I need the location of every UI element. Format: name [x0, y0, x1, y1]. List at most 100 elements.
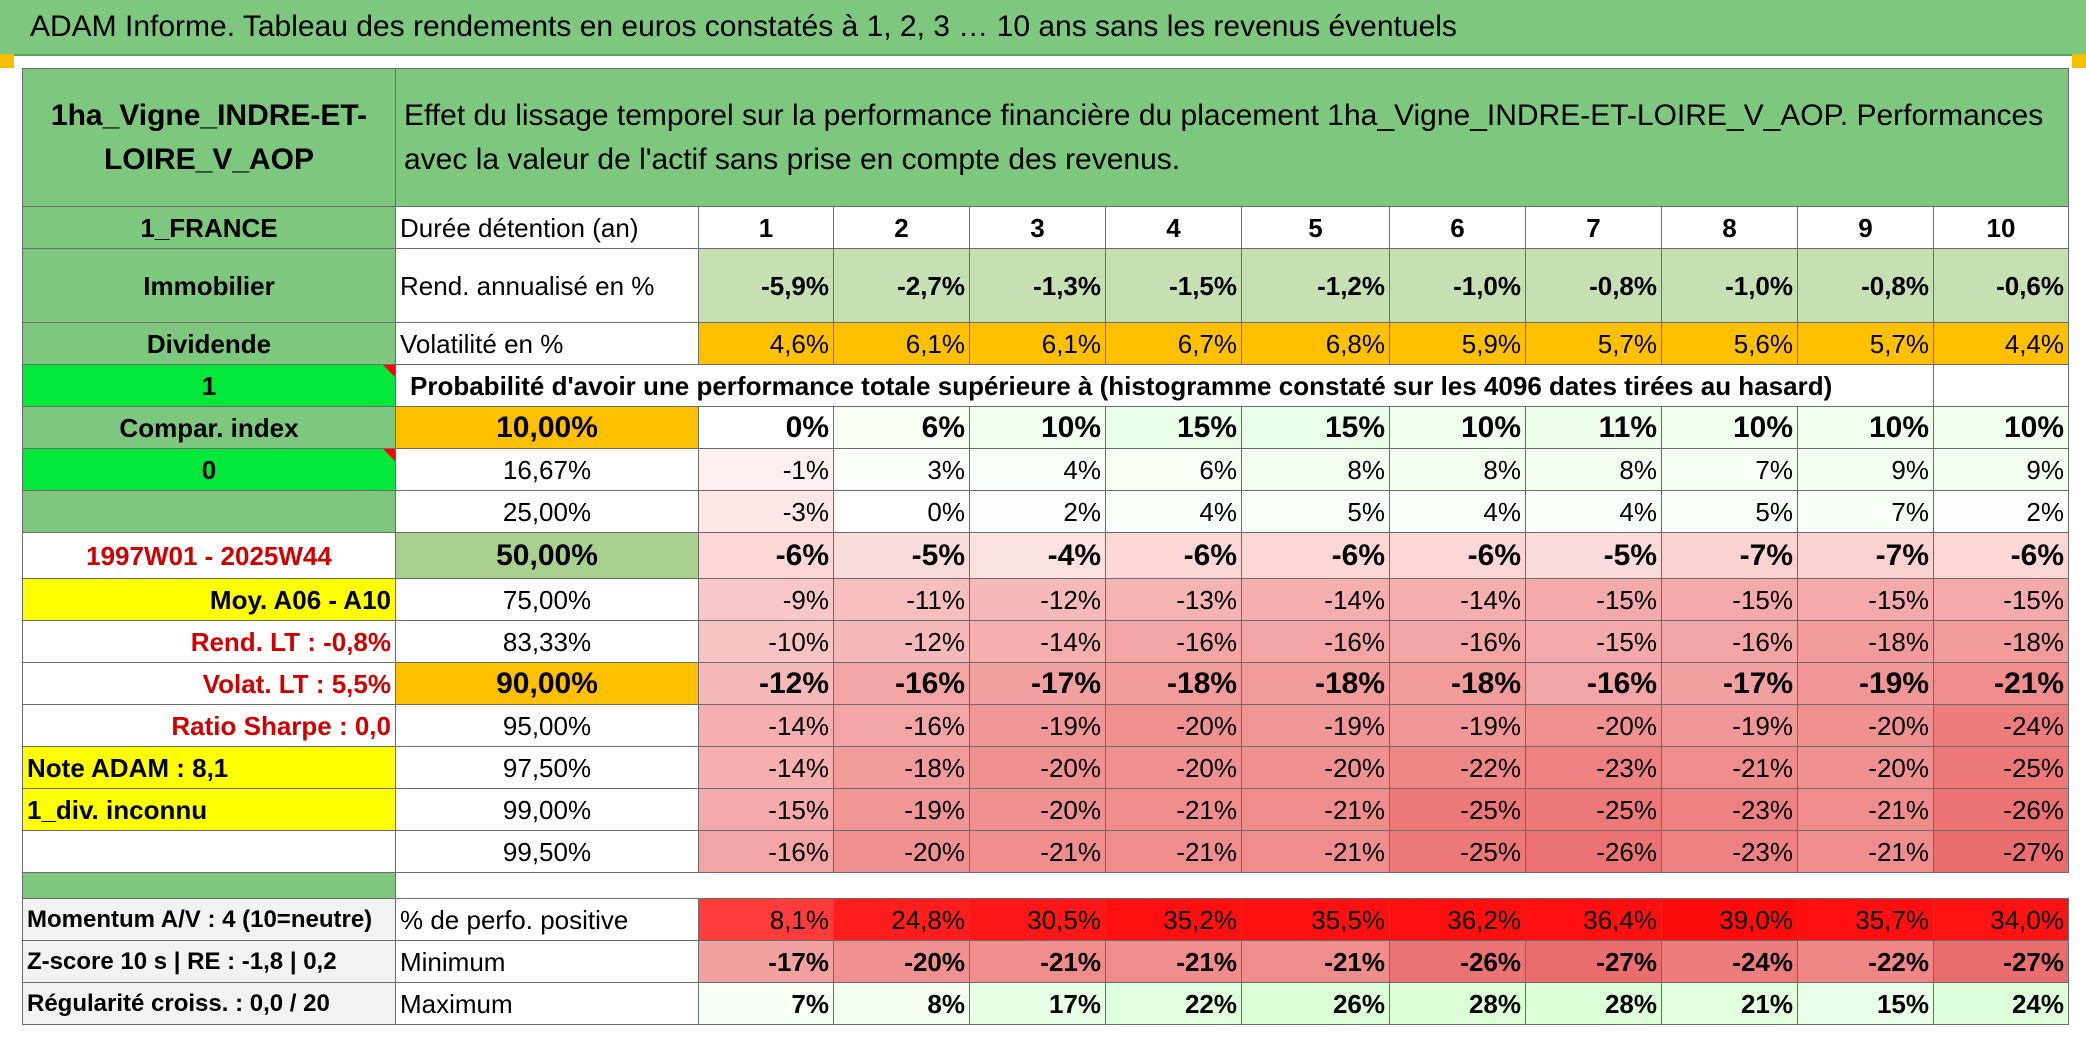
spacer-green [22, 872, 396, 899]
percentile-value: -16% [1661, 620, 1798, 663]
percentile-value: -6% [1105, 532, 1242, 579]
percentile-value: -11% [833, 578, 970, 621]
rend-value: -1,3% [969, 248, 1106, 323]
year-header: 3 [969, 206, 1106, 249]
rend-value: -0,8% [1797, 248, 1934, 323]
positive-value: 30,5% [969, 898, 1106, 941]
percentile-value: -5% [1525, 532, 1662, 579]
vol-value: 6,1% [969, 322, 1106, 365]
positive-value: 8,1% [698, 898, 834, 941]
positive-value: 35,7% [1797, 898, 1934, 941]
percentile-value: -20% [1797, 704, 1934, 747]
percentile-value: -20% [1797, 746, 1934, 789]
percentile-value: -20% [1525, 704, 1662, 747]
percentile-value: -26% [1525, 830, 1662, 873]
percentile-value: -19% [1389, 704, 1526, 747]
percentile-value: -17% [969, 662, 1106, 705]
category: Immobilier [22, 248, 396, 323]
percentile-value: 4% [1105, 490, 1242, 533]
rend-row: Immobilier Rend. annualisé en % -5,9% -2,… [22, 248, 2069, 323]
rend-value: -1,0% [1389, 248, 1526, 323]
percentile-value: 4% [1525, 490, 1662, 533]
minimum-value: -21% [1241, 940, 1390, 983]
percentile-value: -19% [1797, 662, 1934, 705]
maximum-value: 21% [1661, 982, 1798, 1025]
year-header: 5 [1241, 206, 1390, 249]
percentile-value: 10% [969, 406, 1106, 449]
percentile-value: -15% [1661, 578, 1798, 621]
percentile-value: -25% [1933, 746, 2069, 789]
vol-label: Volatilité en % [395, 322, 699, 365]
empty-cell [1933, 364, 2069, 407]
percentile-value: -3% [698, 490, 834, 533]
percentile-row: Moy. A06 - A10 75,00% -9% -11% -12% -13% -14% -… [22, 578, 2069, 621]
percentile-value: -15% [1797, 578, 1934, 621]
year-header: 2 [833, 206, 970, 249]
percentile-value: -16% [833, 704, 970, 747]
year-header: 7 [1525, 206, 1662, 249]
percentile-value: -19% [1661, 704, 1798, 747]
percentile-value: 10% [1797, 406, 1934, 449]
flag-zero: 0 [22, 448, 396, 491]
percentile-value: -12% [969, 578, 1106, 621]
asset-name: 1ha_Vigne_INDRE-ET-LOIRE_V_AOP [22, 68, 396, 207]
compar-index: Compar. index [22, 406, 396, 449]
percentile-value: 4% [1389, 490, 1526, 533]
prob-label: Probabilité d'avoir une performance tota… [395, 364, 1934, 407]
percentile-value: -21% [1105, 830, 1242, 873]
percentile-value: -18% [1933, 620, 2069, 663]
percentile-value: -15% [1525, 620, 1662, 663]
percentile-value: -17% [1661, 662, 1798, 705]
percentile-value: 5% [1661, 490, 1798, 533]
minimum-label: Minimum [395, 940, 699, 983]
minimum-value: -21% [969, 940, 1106, 983]
percentile-value: -18% [1389, 662, 1526, 705]
maximum-value: 26% [1241, 982, 1390, 1025]
percentile-value: -13% [1105, 578, 1242, 621]
percentile-value: 6% [1105, 448, 1242, 491]
percentile-value: 9% [1933, 448, 2069, 491]
percentile-value: -23% [1661, 788, 1798, 831]
percentile-value: -6% [698, 532, 834, 579]
rend-value: -5,9% [698, 248, 834, 323]
sharpe: Ratio Sharpe : 0,0 [22, 704, 396, 747]
percentile-value: 7% [1797, 490, 1934, 533]
percentile-value: -19% [833, 788, 970, 831]
percentile-value: -19% [969, 704, 1106, 747]
percentile-value: -16% [1389, 620, 1526, 663]
percentile-value: 0% [833, 490, 970, 533]
percentile-value: 8% [1241, 448, 1390, 491]
percentile-value: 15% [1241, 406, 1390, 449]
percentile-value: 4% [969, 448, 1106, 491]
vol-value: 5,7% [1797, 322, 1934, 365]
percentile-value: -4% [969, 532, 1106, 579]
rend-value: -0,6% [1933, 248, 2069, 323]
percentile-label: 99,50% [395, 830, 699, 873]
percentile-value: -23% [1661, 830, 1798, 873]
percentile-value: -18% [1241, 662, 1390, 705]
maximum-value: 24% [1933, 982, 2069, 1025]
percentile-value: -15% [1525, 578, 1662, 621]
percentile-value: 11% [1525, 406, 1662, 449]
flag-one: 1 [22, 364, 396, 407]
percentile-value: -12% [698, 662, 834, 705]
percentile-label: 99,00% [395, 788, 699, 831]
maximum-value: 28% [1525, 982, 1662, 1025]
maximum-value: 28% [1389, 982, 1526, 1025]
zscore: Z-score 10 s | RE : -1,8 | 0,2 [22, 940, 396, 983]
percentile-label: 97,50% [395, 746, 699, 789]
percentile-value: -15% [698, 788, 834, 831]
percentile-value: -16% [698, 830, 834, 873]
percentile-value: -20% [1105, 746, 1242, 789]
minimum-value: -21% [1105, 940, 1242, 983]
percentile-value: -21% [1105, 788, 1242, 831]
percentile-value: -5% [833, 532, 970, 579]
percentile-row: Rend. LT : -0,8% 83,33% -10% -12% -14% -16% -1… [22, 620, 2069, 663]
year-header: 8 [1661, 206, 1798, 249]
positive-value: 36,2% [1389, 898, 1526, 941]
positive-value: 35,2% [1105, 898, 1242, 941]
div-info: 1_div. inconnu [22, 788, 396, 831]
positive-value: 35,5% [1241, 898, 1390, 941]
percentile-value: -24% [1933, 704, 2069, 747]
percentile-value: -14% [1241, 578, 1390, 621]
